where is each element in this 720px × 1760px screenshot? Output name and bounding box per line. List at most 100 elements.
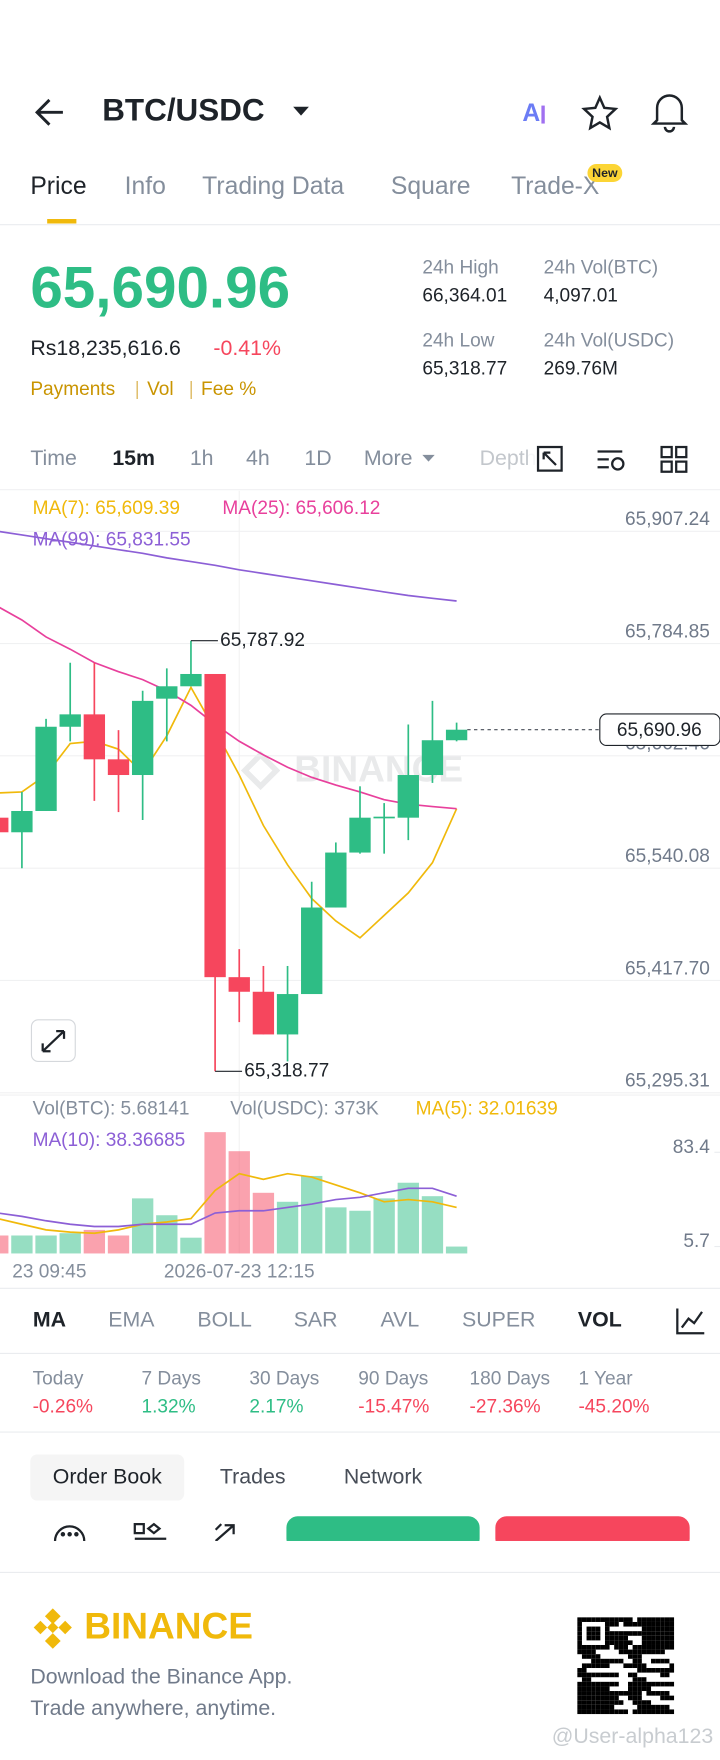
- link[interactable]: Payments: [30, 379, 115, 400]
- y-tick-label: 65,417.70: [625, 958, 710, 979]
- tab[interactable]: Square: [391, 173, 471, 200]
- stat-label: 24h High: [422, 257, 498, 278]
- qr-module: [664, 1658, 670, 1664]
- indicator[interactable]: VOL: [578, 1307, 622, 1331]
- qr-module: [637, 1663, 642, 1669]
- tab[interactable]: Network: [344, 1465, 423, 1489]
- indicator[interactable]: SAR: [294, 1307, 338, 1331]
- stat-label: 24h Vol(BTC): [544, 257, 659, 278]
- qr-module: [609, 1631, 615, 1636]
- qr-module: [641, 1640, 647, 1645]
- interval[interactable]: More: [364, 446, 413, 470]
- interval[interactable]: 1h: [190, 446, 214, 470]
- y-tick-label: 65,907.24: [625, 509, 710, 530]
- tab[interactable]: Price: [30, 173, 86, 200]
- qr-module: [628, 1672, 633, 1678]
- candle-body: [0, 817, 9, 833]
- legend-entry: MA(5): 32.01639: [416, 1099, 558, 1120]
- pair-caret[interactable]: [293, 106, 309, 116]
- qr-module: [637, 1677, 642, 1682]
- qr-module: [623, 1644, 629, 1650]
- volume-bar: [373, 1198, 395, 1254]
- qr-module: [651, 1635, 656, 1641]
- indicator[interactable]: EMA: [108, 1307, 155, 1331]
- stat-value: 65,318.77: [422, 359, 507, 380]
- qr-module: [604, 1672, 610, 1678]
- y-tick-label: 83.4: [673, 1137, 711, 1158]
- volume-bar: [349, 1210, 371, 1254]
- qr-module: [577, 1640, 582, 1645]
- last-price-box: [599, 713, 720, 747]
- qr-module: [595, 1709, 601, 1715]
- chart-tools[interactable]: [536, 445, 688, 473]
- favorite-button[interactable]: [581, 94, 619, 131]
- qr-module: [591, 1704, 596, 1710]
- qr-module: [655, 1640, 661, 1645]
- qr-module: [618, 1649, 624, 1655]
- qr-module: [581, 1677, 587, 1682]
- tab[interactable]: Trading Data: [202, 173, 344, 200]
- candle-body: [107, 759, 130, 776]
- interval[interactable]: 1D: [304, 446, 331, 470]
- qr-module: [591, 1626, 596, 1632]
- qr-module: [623, 1649, 629, 1655]
- candle-body: [156, 686, 178, 699]
- tab-bg: [30, 1454, 185, 1501]
- qr-module: [581, 1704, 587, 1710]
- action-icons[interactable]: [53, 1522, 235, 1542]
- qr-module: [623, 1663, 629, 1669]
- qr-module: [595, 1695, 601, 1701]
- qr-module: [614, 1631, 619, 1636]
- interval[interactable]: Time: [30, 446, 77, 470]
- qr-module: [604, 1704, 610, 1710]
- interval[interactable]: 4h: [246, 446, 270, 470]
- qr-module: [632, 1700, 638, 1705]
- qr-module: [614, 1681, 619, 1687]
- indicator-settings[interactable]: [676, 1308, 705, 1335]
- qr-module: [623, 1691, 629, 1696]
- qr-module: [641, 1644, 647, 1650]
- qr-module: [591, 1709, 596, 1715]
- fullscreen-button[interactable]: [30, 1019, 76, 1062]
- qr-module: [609, 1681, 615, 1687]
- qr-module: [604, 1635, 610, 1641]
- qr-module: [628, 1649, 633, 1655]
- pair-title[interactable]: BTC/USDC: [102, 93, 264, 128]
- tab[interactable]: Info: [125, 173, 166, 200]
- tab[interactable]: Order Book: [53, 1465, 162, 1489]
- interval[interactable]: Depth: [480, 446, 537, 470]
- qr-module: [595, 1635, 601, 1641]
- indicator[interactable]: BOLL: [197, 1307, 252, 1331]
- alert-button[interactable]: [650, 94, 689, 133]
- link[interactable]: Vol: [147, 379, 174, 400]
- indicator[interactable]: SUPER: [462, 1307, 535, 1331]
- plot: 65,907.2465,784.8565,662.4665,540.0865,4…: [0, 509, 720, 1254]
- qr-module: [586, 1709, 592, 1715]
- qr-module: [651, 1644, 656, 1650]
- link[interactable]: Fee %: [201, 379, 256, 400]
- tab[interactable]: Trades: [220, 1465, 286, 1489]
- stat-label: 24h Low: [422, 330, 494, 351]
- volume-bar: [325, 1207, 347, 1254]
- back-button[interactable]: [35, 98, 63, 126]
- qr-module: [655, 1631, 661, 1636]
- tab[interactable]: Trade-X: [511, 173, 599, 200]
- qr-module: [632, 1631, 638, 1636]
- indicator[interactable]: MA: [33, 1307, 66, 1331]
- qr-module: [655, 1668, 661, 1673]
- perf-label: 90 Days: [358, 1368, 428, 1389]
- candle-body: [131, 700, 154, 776]
- qr-module: [591, 1691, 596, 1696]
- interval[interactable]: 15m: [112, 446, 155, 470]
- qr-module: [655, 1635, 661, 1641]
- qr-module: [660, 1649, 665, 1655]
- qr-module: [632, 1649, 638, 1655]
- qr-module: [618, 1644, 624, 1650]
- indicator[interactable]: AVL: [381, 1307, 420, 1331]
- qr-module: [637, 1644, 642, 1650]
- more-caret[interactable]: [422, 454, 435, 462]
- ai-button[interactable]: A: [522, 100, 545, 127]
- separator: |: [135, 379, 140, 400]
- qr-module: [669, 1681, 675, 1687]
